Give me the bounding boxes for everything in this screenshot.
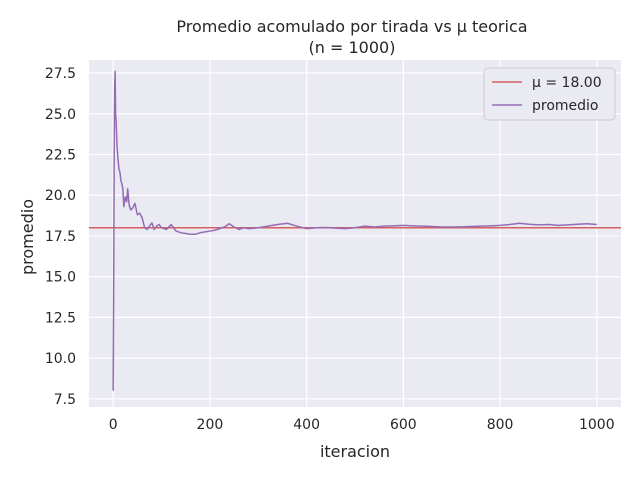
series-group [112,70,597,391]
y-tick-label: 25.0 [45,107,76,123]
y-tick-label: 10.0 [45,351,76,367]
grid [89,60,621,407]
y-tick-label: 22.5 [45,147,76,163]
y-tick-label: 17.5 [45,229,76,245]
x-tick-label: 0 [109,417,118,433]
y-tick-label: 12.5 [45,310,76,326]
y-axis-label: promedio [18,199,37,275]
x-ticks: 0 200 400 600 800 1000 [109,417,615,433]
x-tick-label: 400 [293,417,320,433]
chart-subtitle: (n = 1000) [309,38,396,57]
chart-title: Promedio acomulado por tirada vs μ teori… [176,17,527,36]
y-tick-label: 27.5 [45,66,76,82]
y-tick-label: 15.0 [45,270,76,286]
x-tick-label: 1000 [579,417,615,433]
y-ticks: 7.5 10.0 12.5 15.0 17.5 20.0 22.5 25.0 27.5 [45,66,76,408]
y-tick-label: 20.0 [45,188,76,204]
legend-box [483,67,616,121]
legend-label-reference: μ = 18.00 [532,75,602,91]
x-axis-label: iteracion [320,442,390,461]
y-tick-label: 7.5 [54,392,76,408]
x-tick-label: 200 [197,417,224,433]
x-tick-label: 800 [487,417,514,433]
series-line-promedio [112,70,597,391]
x-tick-label: 600 [390,417,417,433]
legend: μ = 18.00 promedio [483,67,616,121]
legend-label-promedio: promedio [532,98,599,114]
